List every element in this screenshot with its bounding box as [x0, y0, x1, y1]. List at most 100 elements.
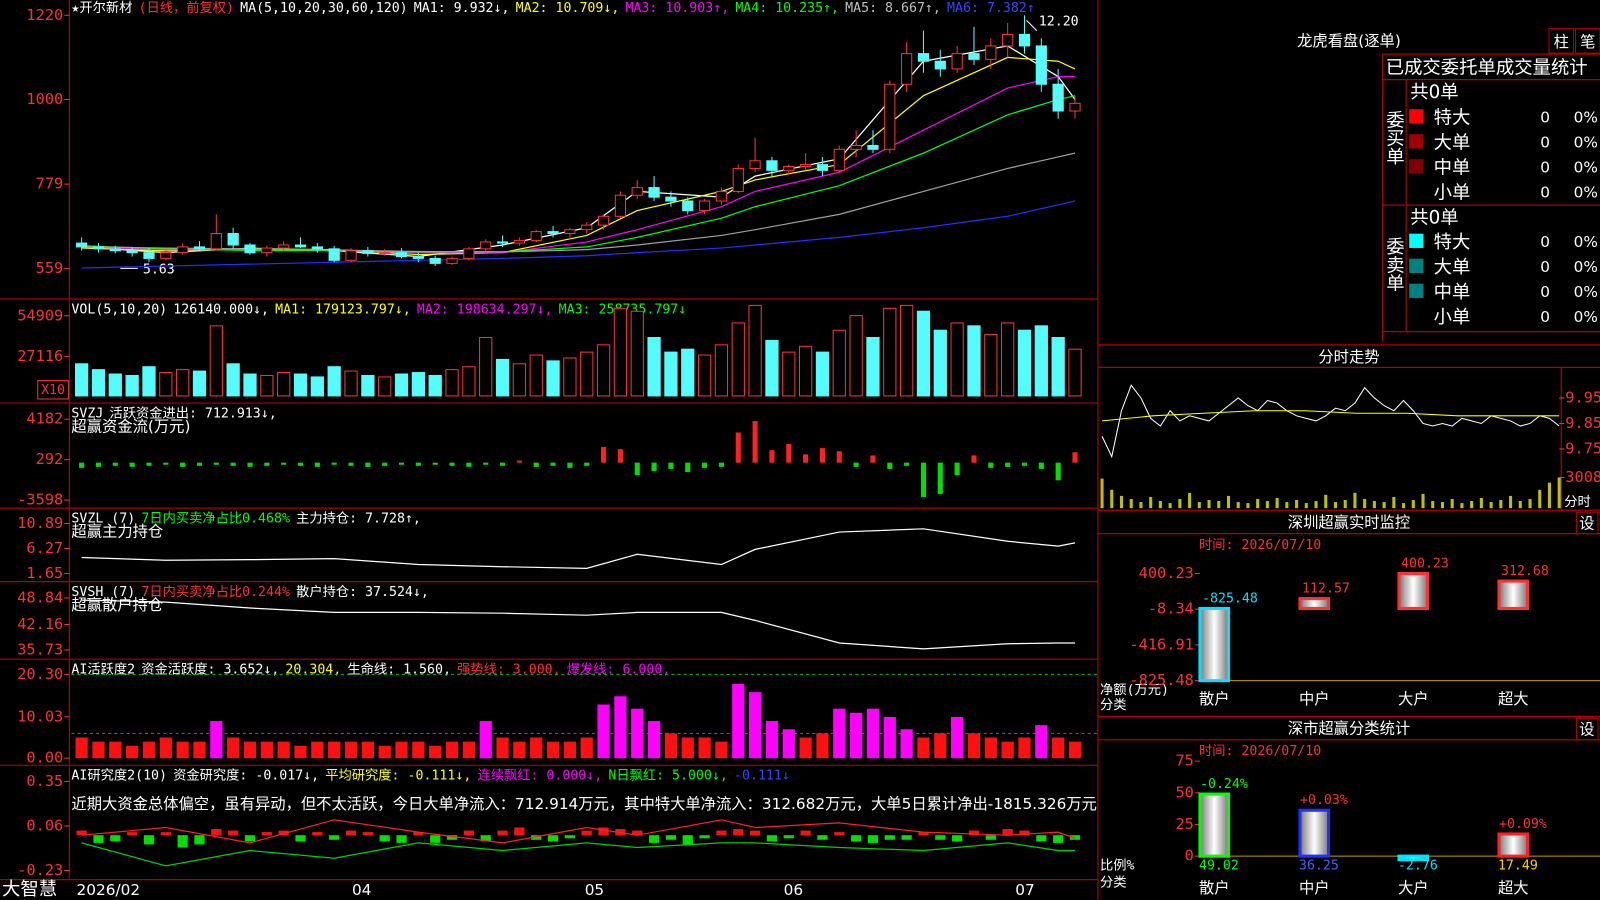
flow-bar	[1038, 462, 1044, 469]
volume-bar	[883, 307, 897, 397]
y-tick-label: 559	[36, 259, 64, 277]
volume-bar	[344, 370, 358, 397]
candle-body	[227, 233, 239, 246]
activity-bar	[344, 741, 358, 759]
activity-bar	[1035, 725, 1048, 759]
intraday-volume	[1129, 498, 1133, 509]
order-percent: 0%	[1574, 183, 1598, 201]
candle-body	[1018, 33, 1031, 47]
research-bar	[648, 835, 660, 843]
volume-bar	[900, 304, 914, 397]
candle-body	[816, 164, 829, 171]
candle-body	[311, 246, 323, 250]
flow-bar	[702, 462, 708, 468]
volume-bar	[75, 363, 89, 397]
candle-body	[934, 60, 946, 70]
research-bar	[682, 835, 693, 845]
intraday-avg	[1101, 410, 1560, 422]
volume-bar	[378, 376, 392, 397]
activity-bar	[75, 737, 88, 759]
order-type: 特大	[1434, 232, 1471, 253]
intraday-volume	[1538, 489, 1542, 509]
candle-body	[345, 250, 357, 261]
intraday-volume	[1518, 501, 1522, 509]
ratio-title: 深市超赢分类统计	[1288, 720, 1410, 738]
activity-bar	[142, 741, 156, 759]
flow-bar	[516, 460, 522, 463]
flow-bar	[297, 462, 304, 466]
flow-bar	[584, 462, 590, 466]
change-label: +0.09%	[1499, 817, 1547, 832]
research-bar	[244, 835, 256, 842]
candle-body	[749, 160, 761, 169]
research-bar	[968, 830, 980, 836]
settings-button[interactable]: 设	[1579, 721, 1594, 739]
order-count: 0	[1540, 308, 1550, 326]
y-tick-label: 10.03	[17, 707, 63, 725]
research-bar	[547, 835, 559, 842]
candle-body	[193, 246, 206, 250]
header-item: MA4: 10.235↑,	[735, 1, 839, 16]
flow-bar	[735, 432, 741, 463]
flow-bar	[651, 462, 657, 471]
intraday-volume	[1557, 477, 1561, 509]
tab-button[interactable]: 柱	[1554, 33, 1569, 51]
candle-body	[1002, 33, 1014, 47]
flow-bar	[836, 451, 842, 463]
research-bar	[379, 835, 390, 842]
candle-body	[76, 242, 88, 248]
volume-bar	[226, 363, 240, 397]
category-label: 超大	[1498, 690, 1529, 708]
value-label: 112.57	[1302, 581, 1350, 596]
category-label: 大户	[1398, 690, 1429, 708]
research-bar	[564, 835, 575, 839]
research-bar	[76, 830, 87, 836]
candle-body	[682, 200, 694, 212]
activity-bar	[513, 741, 526, 759]
flow-bar	[264, 462, 270, 466]
volume-bar	[1068, 348, 1082, 397]
volume-bar	[479, 337, 493, 397]
volume-bar	[950, 322, 964, 397]
candle-body	[648, 187, 660, 198]
candle-body	[480, 241, 492, 250]
settings-button[interactable]: 设	[1579, 515, 1594, 533]
activity-bar	[732, 683, 745, 759]
order-count: 0	[1540, 283, 1550, 301]
flow-bar	[937, 462, 943, 494]
research-bar	[531, 835, 542, 840]
activity-bar	[429, 745, 442, 759]
order-percent: 0%	[1574, 133, 1598, 151]
y-tick-label: 292	[36, 450, 64, 468]
tab-button[interactable]: 笔	[1580, 33, 1595, 51]
research-bar	[598, 827, 609, 836]
flow-bar	[567, 462, 573, 468]
y-tick-label: 0.35	[26, 772, 63, 790]
volume-bar	[192, 370, 207, 397]
header-item: SVZJ	[71, 406, 103, 421]
research-bar	[278, 830, 289, 836]
flow-bar	[870, 455, 876, 463]
order-type: 中单	[1434, 157, 1471, 178]
research-bar	[800, 830, 811, 836]
activity-bar	[462, 741, 475, 759]
activity-bar	[412, 741, 425, 759]
volume-bar	[243, 373, 257, 397]
ratio-time: 时间: 2026/07/10	[1199, 743, 1321, 759]
flow-bar	[1072, 452, 1078, 463]
activity-bar	[833, 708, 846, 759]
research-line	[81, 842, 1075, 867]
research-bar	[127, 832, 138, 836]
flow-bar	[79, 462, 85, 468]
value-label: 49.02	[1199, 858, 1239, 873]
candle-body	[783, 166, 795, 171]
order-type: 特大	[1434, 107, 1471, 128]
candle-body	[412, 255, 424, 259]
activity-bar	[395, 741, 408, 759]
activity-bar	[92, 741, 105, 759]
activity-bar	[1068, 741, 1082, 759]
header-item: AI研究度2(10)	[71, 768, 167, 784]
flow-bar	[533, 462, 539, 467]
intraday-volume	[1382, 502, 1386, 509]
